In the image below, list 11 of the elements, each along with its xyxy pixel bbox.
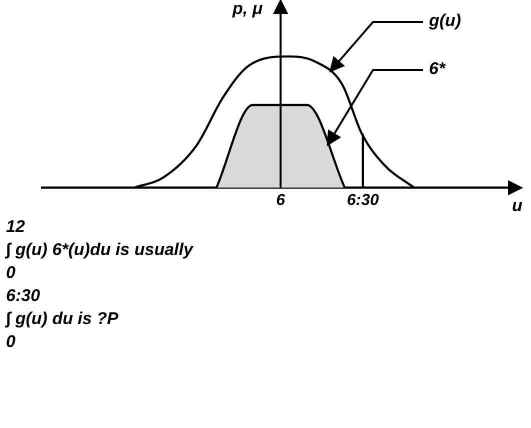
text: ∫ g(u) du is ?P xyxy=(6,308,120,330)
y-axis-title: p, μ xyxy=(232,0,263,19)
x-tick-label: 6 xyxy=(276,192,286,209)
text: 0 xyxy=(6,331,16,353)
text: ∫ g(u) 6*(u)du is usually xyxy=(6,239,194,261)
text: g(u) xyxy=(429,11,462,31)
x-axis-title: u xyxy=(512,196,522,216)
text: 0 xyxy=(6,262,16,284)
text: 6* xyxy=(429,59,446,79)
text: 12 xyxy=(6,216,26,238)
text: 6:30 xyxy=(6,285,42,307)
